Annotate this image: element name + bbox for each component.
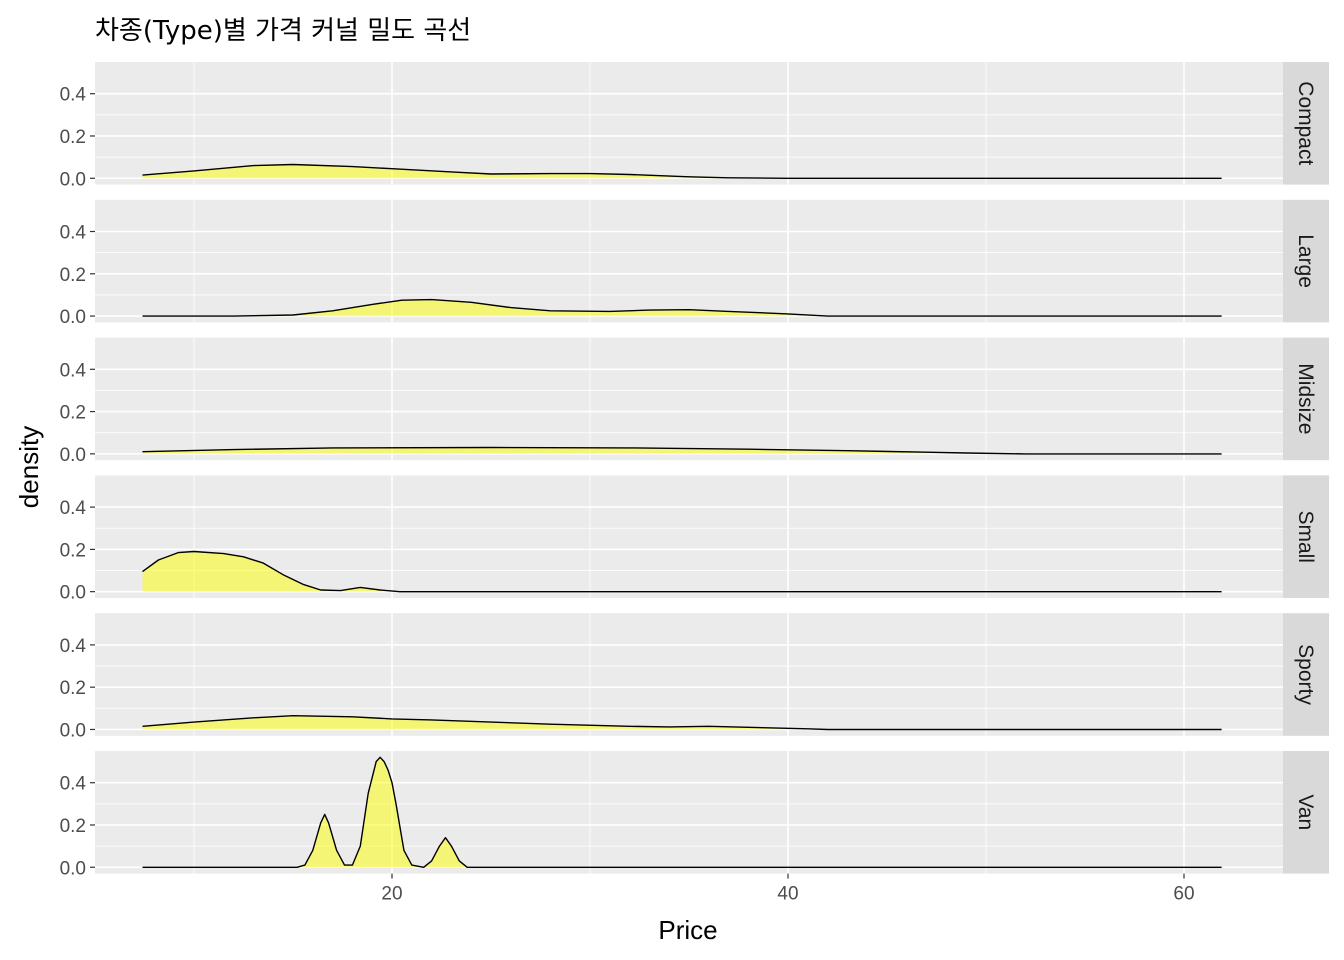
density-line-midsize [142,446,1222,455]
facet-label-small: Small [1294,510,1317,563]
y-tick-label: 0.4 [60,498,87,519]
density-line-van [142,756,1222,868]
panel-background [95,337,1283,461]
panel-background [95,475,1283,598]
y-tick-label: 0.0 [60,720,86,741]
y-tick-label: 0.2 [60,540,86,561]
facet-label-van: Van [1294,794,1317,830]
facet-strip [1283,199,1329,323]
density-area-large [142,299,1222,317]
y-tick-label: 0.0 [60,858,86,879]
y-tick-label: 0.4 [60,636,87,657]
density-area-compact [142,164,1222,179]
facet-strip [1283,475,1329,598]
facet-panel-midsize: 0.0 0.2 0.4 Midsize [60,337,1329,466]
density-area-midsize [142,447,1222,454]
density-line-large [142,298,1222,317]
x-tick-label: 60 [1173,884,1194,905]
y-tick-label: 0.2 [60,816,86,837]
facet-strip [1283,62,1329,185]
y-tick-label: 0.0 [60,307,86,328]
y-tick-label: 0.4 [60,85,87,106]
panel-background [95,199,1283,323]
y-tick-label: 0.2 [60,265,86,286]
facet-panel-sporty: 0.0 0.2 0.4 Sporty [60,613,1329,741]
panel-background [95,751,1283,874]
y-tick-label: 0.4 [60,774,87,795]
density-area-sporty [142,715,1222,730]
y-axis-title: density [14,426,44,508]
y-tick-label: 0.4 [60,360,87,381]
x-axis-title: Price [658,915,717,945]
y-tick-label: 0.4 [60,223,87,244]
density-line-sporty [142,715,1222,731]
x-axis: 20 40 60 [381,873,1195,905]
density-line-small [142,550,1222,593]
y-tick-label: 0.2 [60,403,86,424]
facet-label-sporty: Sporty [1294,644,1317,705]
facet-label-compact: Compact [1294,81,1317,165]
facet-label-large: Large [1294,234,1317,288]
x-tick-label: 40 [777,884,798,905]
facet-label-midsize: Midsize [1294,363,1317,434]
facet-panel-compact: 0.0 0.2 0.4 Compact [60,62,1329,190]
facet-strip [1283,751,1329,874]
facet-strip [1283,337,1329,461]
facet-panels: 0.0 0.2 0.4 Compact 0.0 0.2 0.4 Large 0.0 0.2 0.4 M… [60,62,1329,879]
y-tick-label: 0.0 [60,445,86,466]
facet-panel-large: 0.0 0.2 0.4 Large [60,199,1329,328]
density-line-compact [142,163,1222,179]
x-tick-label: 20 [381,884,402,905]
chart-title: 차종(Type)별 가격 커널 밀도 곡선 [95,16,471,46]
facet-panel-small: 0.0 0.2 0.4 Small [60,475,1329,604]
y-tick-label: 0.2 [60,678,86,699]
facet-panel-van: 0.0 0.2 0.4 Van [60,751,1329,879]
y-tick-label: 0.2 [60,127,86,148]
y-tick-label: 0.0 [60,169,86,190]
facet-strip [1283,613,1329,736]
y-tick-label: 0.0 [60,583,86,604]
density-area-small [142,551,1222,592]
